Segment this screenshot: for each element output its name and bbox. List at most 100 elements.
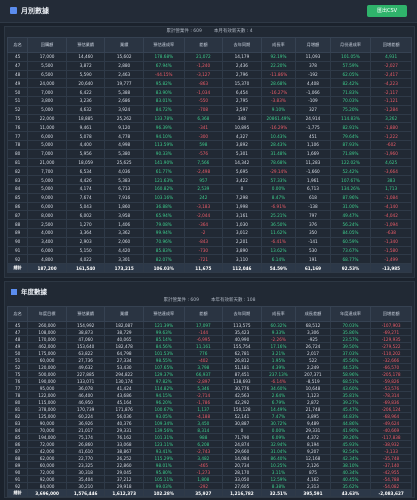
table-cell: 4,931: [370, 52, 412, 62]
table-cell: 3,872: [65, 60, 106, 71]
table-cell: 36.50%: [260, 219, 297, 229]
table-cell: 2,060: [104, 236, 144, 247]
table-cell: 70.03%: [329, 95, 372, 106]
table-cell: 3,892: [222, 139, 262, 150]
export-button[interactable]: 匯出CSV: [367, 5, 407, 17]
table-cell: -2,117: [370, 87, 412, 97]
table-cell: 1,270: [65, 219, 106, 229]
table-cell: 155,754: [222, 342, 262, 350]
table-cell: -4,223: [370, 78, 412, 89]
table-cell: 42.34%: [329, 454, 372, 462]
table-cell: 0.00%: [260, 183, 297, 194]
table-cell: 31.04%: [260, 447, 297, 455]
table-cell: 51: [6, 356, 29, 364]
table-cell: 5,380: [104, 148, 144, 159]
table-cell: 957: [183, 175, 224, 185]
table-cell: -192: [295, 69, 331, 80]
table-cell: 87: [6, 447, 29, 455]
table-cell: 77: [6, 384, 29, 392]
table-cell: -364: [183, 219, 224, 229]
table-cell: 25,625: [104, 157, 144, 168]
table-row: 47 5,500 3,872 2,880 67.94% -1,240 2,436 22.20%…: [6, 60, 412, 71]
column-header: 成長差額: [295, 306, 331, 322]
table-cell: 93.41%: [142, 447, 185, 455]
table-row: 87 8,000 6,002 3,958 65.94% -2,044 3,161 25.21%…: [6, 210, 412, 221]
table-cell: 5,150: [65, 245, 106, 256]
table-cell: 114.82%: [142, 384, 185, 392]
table-cell: 96.39%: [142, 122, 185, 133]
table-row: 78 122,000 46,400 43,686 94.15% -2,714 42,563 2…: [6, 391, 412, 399]
table-cell: 65.94%: [142, 210, 185, 221]
table-row: 89 4,000 3,364 3,362 99.94% -2 3,012 11.62% 350 8…: [6, 227, 412, 238]
table-cell: 97.82%: [142, 377, 185, 385]
table-cell: 6,000: [27, 201, 67, 212]
table-cell: 84.72%: [142, 104, 185, 115]
table-cell: 4,000: [27, 227, 67, 238]
table-cell: 1,406: [104, 219, 144, 229]
table-cell: 64,798: [104, 349, 144, 357]
table-cell: 3,890: [222, 245, 262, 256]
table-cell: 85.14%: [142, 335, 185, 343]
table-cell: 48: [6, 69, 29, 80]
table-cell: 5,695: [222, 166, 262, 177]
table-row: 91 6,000 5,150 4,420 85.83% -730 3,890 13.62% 53…: [6, 245, 412, 256]
table-row: 51 60,000 27,736 27,334 98.55% -402 26,812 1.95…: [6, 356, 412, 364]
table-cell: 71.89%: [329, 148, 372, 159]
table-cell: 6,422: [65, 87, 106, 97]
table-cell: 141.90%: [142, 157, 185, 168]
table-row: 85 194,000 75,174 76,162 101.31% 988 71,790 6.0…: [6, 433, 412, 441]
table-cell: 49: [6, 78, 29, 89]
table-cell: -2,743: [183, 447, 224, 455]
table-row: 80 115,000 46,950 45,164 96.20% -1,786 42,292 6…: [6, 398, 412, 406]
table-cell: 1,961: [295, 175, 331, 185]
table-cell: 75: [6, 370, 29, 378]
column-header: 去年同期: [222, 306, 262, 322]
table-cell: 89: [6, 461, 29, 469]
table-cell: 6.09%: [260, 433, 297, 441]
table-cell: 3,364: [65, 227, 106, 238]
table-cell: 207,371: [295, 370, 331, 378]
table-cell: 530: [295, 245, 331, 256]
table-cell: 62,781: [222, 349, 262, 357]
table-cell: 70.03%: [329, 321, 372, 329]
table-cell: 66,937: [183, 370, 224, 378]
table-cell: 14,084: [222, 454, 262, 462]
table-cell: -1,273: [183, 468, 224, 476]
table-cell: 5,000: [27, 104, 67, 115]
table-cell: 5,043: [65, 201, 106, 212]
table-cell: 92: [6, 482, 29, 490]
table-cell: 40,990: [222, 335, 262, 343]
table-cell: 139.56%: [142, 426, 185, 434]
table-cell: 35.62%: [329, 482, 372, 490]
table-cell: 87: [6, 210, 29, 221]
table-cell: 7,916: [104, 192, 144, 203]
table-cell: 21,748: [295, 405, 331, 413]
table-cell: 88: [6, 219, 29, 229]
table-cell: 26,724: [295, 342, 331, 350]
section-title: 年度數據: [5, 282, 414, 296]
table-cell: 500,000: [27, 370, 67, 378]
table-cell: 327: [295, 104, 331, 115]
table-cell: 36.88%: [142, 201, 185, 212]
table-cell: 12.59%: [260, 475, 297, 483]
table-cell: -2.26%: [260, 335, 297, 343]
table-cell: 22,860: [104, 461, 144, 469]
column-header: 回增差額: [370, 306, 412, 322]
table-cell: 4,778: [104, 131, 144, 141]
table-cell: 5,301: [222, 148, 262, 159]
table-cell: -138: [295, 201, 331, 212]
table-cell: 47: [6, 328, 29, 336]
table-cell: 46,950: [65, 398, 106, 406]
table-cell: 3,924: [104, 104, 144, 115]
table-cell: 122,000: [27, 391, 67, 399]
table-cell: 35,404: [65, 475, 106, 483]
table-cell: -66,570: [370, 363, 412, 371]
table-cell: -550: [183, 95, 224, 106]
table-cell: 45: [6, 321, 29, 329]
table-cell: 7,000: [27, 87, 67, 97]
table-cell: -1,960: [370, 148, 412, 159]
table-cell: 86: [6, 201, 29, 212]
table-cell: 47: [6, 60, 29, 71]
table-cell: 14,179: [222, 52, 262, 62]
table-cell: 84.05%: [329, 227, 372, 238]
